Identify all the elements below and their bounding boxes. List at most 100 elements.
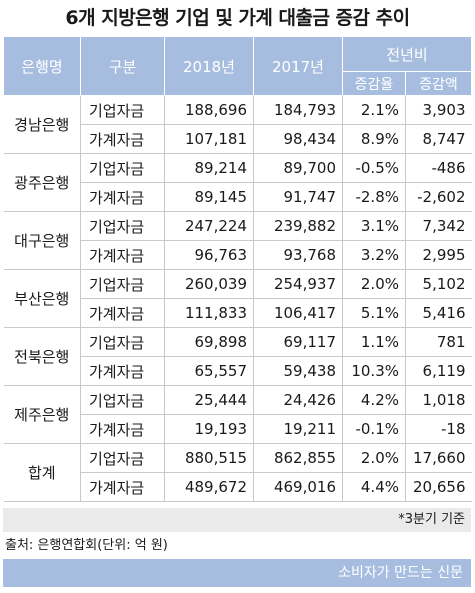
value-2018: 65,557 [164, 356, 254, 386]
loan-kind: 기업자금 [80, 95, 165, 125]
change-amount: -486 [405, 153, 472, 183]
change-rate: -0.5% [342, 153, 406, 183]
value-2018: 107,181 [164, 124, 254, 154]
value-2018: 19,193 [164, 414, 254, 444]
value-2017: 184,793 [253, 95, 343, 125]
loan-kind: 기업자금 [80, 211, 165, 241]
value-2017: 98,434 [253, 124, 343, 154]
value-2017: 469,016 [253, 472, 343, 502]
bank-name: 대구은행 [3, 211, 81, 270]
change-amount: 8,747 [405, 124, 472, 154]
change-amount: 1,018 [405, 385, 472, 415]
table-row: 가계자금 65,557 59,438 10.3% 6,119 [4, 356, 472, 386]
change-amount: 7,342 [405, 211, 472, 241]
change-amount: 781 [405, 327, 472, 357]
value-2017: 106,417 [253, 298, 343, 328]
header-rate: 증감율 [342, 71, 406, 96]
value-2017: 93,768 [253, 240, 343, 270]
change-amount: 17,660 [405, 443, 472, 473]
value-2017: 254,937 [253, 269, 343, 299]
header-2017: 2017년 [253, 36, 343, 96]
value-2018: 111,833 [164, 298, 254, 328]
loan-kind: 기업자금 [80, 269, 165, 299]
table-row: 합계 기업자금 880,515 862,855 2.0% 17,660 [3, 443, 472, 502]
table-row: 제주은행 기업자금 25,444 24,426 4.2% 1,018 [3, 385, 472, 444]
table-row: 경남은행 기업자금 188,696 184,793 2.1% 3,903 [3, 95, 472, 154]
value-2018: 96,763 [164, 240, 254, 270]
footer-bar: 소비자가 만드는 신문 [3, 559, 471, 587]
loan-kind: 가계자금 [80, 356, 165, 386]
change-rate: 8.9% [342, 124, 406, 154]
value-2018: 89,214 [164, 153, 254, 183]
value-2017: 69,117 [253, 327, 343, 357]
bank-name: 광주은행 [3, 153, 81, 212]
table-row: 가계자금 489,672 469,016 4.4% 20,656 [4, 472, 472, 502]
table-row: 가계자금 107,181 98,434 8.9% 8,747 [4, 124, 472, 154]
table-row: 가계자금 19,193 19,211 -0.1% -18 [4, 414, 472, 444]
change-rate: 3.1% [342, 211, 406, 241]
source-text: 출처: 은행연합회(단위: 억 원) [5, 538, 168, 553]
value-2017: 24,426 [253, 385, 343, 415]
note-bar: *3분기 기준 [3, 508, 471, 532]
change-amount: 6,119 [405, 356, 472, 386]
loan-kind: 가계자금 [80, 298, 165, 328]
note-text: *3분기 기준 [398, 512, 465, 527]
value-2017: 91,747 [253, 182, 343, 212]
change-rate: 3.2% [342, 240, 406, 270]
header-kind: 구분 [80, 36, 165, 96]
table-row: 가계자금 96,763 93,768 3.2% 2,995 [4, 240, 472, 270]
table-title: 6개 지방은행 기업 및 가계 대출금 증감 추이 [65, 7, 410, 29]
change-amount: 20,656 [405, 472, 472, 502]
table-row: 광주은행 기업자금 89,214 89,700 -0.5% -486 [3, 153, 472, 212]
loan-kind: 기업자금 [80, 153, 165, 183]
change-rate: 2.0% [342, 269, 406, 299]
footer-text: 소비자가 만드는 신문 [338, 565, 463, 581]
value-2017: 59,438 [253, 356, 343, 386]
change-rate: 10.3% [342, 356, 406, 386]
loan-kind: 가계자금 [80, 472, 165, 502]
change-amount: -2,602 [405, 182, 472, 212]
value-2018: 880,515 [164, 443, 254, 473]
header-amount: 증감액 [405, 71, 472, 96]
bank-name: 부산은행 [3, 269, 81, 328]
change-rate: 2.0% [342, 443, 406, 473]
header-2018: 2018년 [164, 36, 254, 96]
table-row: 가계자금 89,145 91,747 -2.8% -2,602 [4, 182, 472, 212]
table-row: 부산은행 기업자금 260,039 254,937 2.0% 5,102 [3, 269, 472, 328]
loan-kind: 기업자금 [80, 443, 165, 473]
loan-kind: 기업자금 [80, 385, 165, 415]
change-rate: 4.4% [342, 472, 406, 502]
value-2017: 862,855 [253, 443, 343, 473]
loan-kind: 가계자금 [80, 182, 165, 212]
change-amount: 5,102 [405, 269, 472, 299]
value-2018: 247,224 [164, 211, 254, 241]
value-2018: 489,672 [164, 472, 254, 502]
value-2018: 188,696 [164, 95, 254, 125]
value-2017: 89,700 [253, 153, 343, 183]
loan-table: 은행명 구분 2018년 2017년 전년비 증감율 증감액 경남은행 기업자금… [3, 36, 472, 502]
change-amount: 5,416 [405, 298, 472, 328]
change-amount: 3,903 [405, 95, 472, 125]
header-bank: 은행명 [3, 36, 81, 96]
bank-name: 경남은행 [3, 95, 81, 154]
value-2018: 89,145 [164, 182, 254, 212]
value-2018: 69,898 [164, 327, 254, 357]
change-amount: -18 [405, 414, 472, 444]
value-2017: 239,882 [253, 211, 343, 241]
change-rate: -0.1% [342, 414, 406, 444]
change-amount: 2,995 [405, 240, 472, 270]
loan-kind: 기업자금 [80, 327, 165, 357]
change-rate: 2.1% [342, 95, 406, 125]
header-yoy: 전년비 [342, 36, 472, 72]
loan-kind: 가계자금 [80, 414, 165, 444]
change-rate: 5.1% [342, 298, 406, 328]
change-rate: -2.8% [342, 182, 406, 212]
bank-name: 합계 [3, 443, 81, 502]
value-2018: 25,444 [164, 385, 254, 415]
loan-kind: 가계자금 [80, 240, 165, 270]
value-2017: 19,211 [253, 414, 343, 444]
table-row: 대구은행 기업자금 247,224 239,882 3.1% 7,342 [3, 211, 472, 270]
table-row: 가계자금 111,833 106,417 5.1% 5,416 [4, 298, 472, 328]
table-row: 전북은행 기업자금 69,898 69,117 1.1% 781 [3, 327, 472, 386]
change-rate: 4.2% [342, 385, 406, 415]
